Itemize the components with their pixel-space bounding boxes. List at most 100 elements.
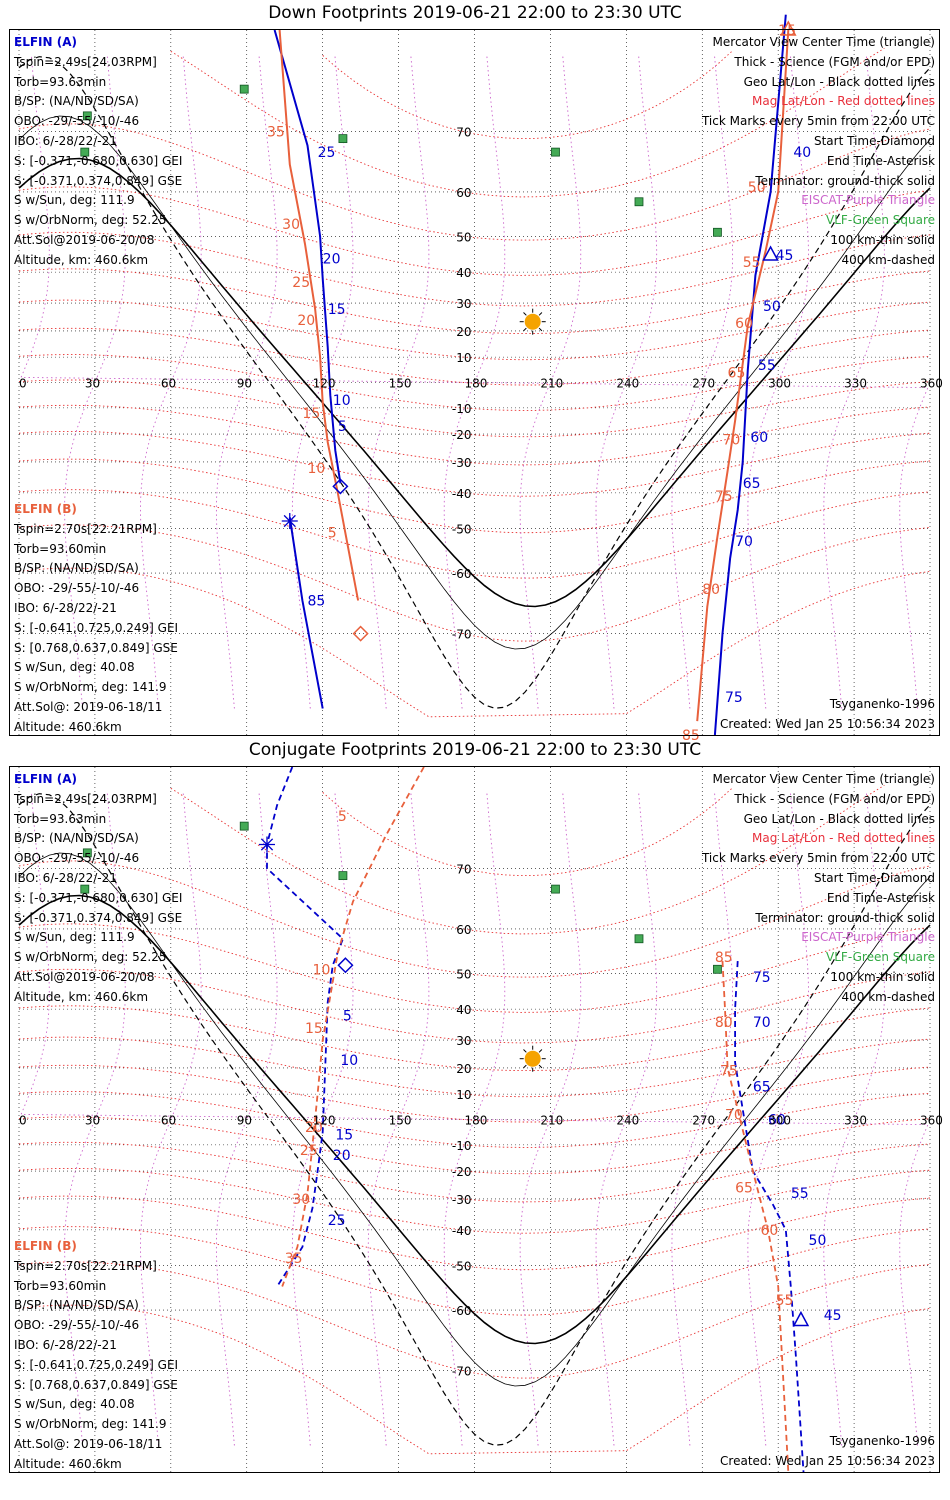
info-line: S: [0.768,0.637,0.849] GSE [14, 1377, 178, 1392]
legend-item: 100 km-thin solid [830, 969, 935, 984]
track-tick-label: 85 [307, 593, 325, 609]
info-line: Torb=93.60min [14, 1278, 107, 1293]
track-tick-label: 10 [307, 461, 325, 477]
info-line: S w/Sun, deg: 40.08 [14, 1397, 135, 1412]
conjugate-footprints-panel: Conjugate Footprints 2019-06-21 22:00 to… [0, 737, 950, 1487]
sun-ray [523, 1064, 527, 1069]
info-line: Torb=93.63min [14, 74, 107, 89]
panel-title: Down Footprints 2019-06-21 22:00 to 23:3… [268, 3, 682, 23]
longitude-tick-label: 240 [616, 377, 639, 391]
track-tick-label: 40 [793, 145, 811, 161]
legend-item: Terminator: ground-thick solid [755, 173, 935, 188]
info-line: S w/Sun, deg: 40.08 [14, 660, 135, 675]
elfin-b-info: ELFIN (B) Tspin=2.70s[22.21RPM] Torb=93.… [14, 500, 178, 738]
mag-latitude-line [18, 1195, 931, 1271]
latitude-tick-label: -50 [452, 1260, 472, 1274]
track-tick-label: 15 [328, 302, 346, 318]
track-tick-label: 70 [735, 534, 753, 550]
longitude-tick-label: 0 [19, 1114, 27, 1128]
legend-item: End Time-Asterisk [826, 890, 935, 905]
mag-meridian-line [671, 793, 734, 1446]
info-line: IBO: 6/-28/22/-21 [14, 870, 117, 885]
legend-item: Mag Lat/Lon - Red dotted lines [751, 831, 935, 846]
mag-meridian-line [519, 56, 582, 709]
track-tick-label: 65 [735, 1181, 753, 1197]
legend-item: Geo Lat/Lon - Black dotted lines [743, 811, 935, 826]
mag-meridian-line [20, 56, 929, 709]
mag-latitude-line [18, 186, 931, 276]
mag-latitude-line [18, 404, 931, 466]
longitude-tick-label: 210 [540, 377, 563, 391]
mag-meridian-line [823, 56, 885, 709]
vlf-site-marker [82, 848, 92, 858]
plot-frame [9, 29, 940, 736]
vlf-site-marker [239, 821, 249, 831]
legend-item: Start Time-Diamond [813, 133, 935, 148]
mag-latitude-line [18, 524, 931, 642]
track-tick-label: 65 [753, 1079, 771, 1095]
latitude-tick-label: 70 [456, 125, 471, 139]
legend-item: EISCAT-Purple Triangle [801, 930, 935, 945]
elfin-a-header: ELFIN (A) [14, 772, 77, 786]
info-line: Altitude: 460.6km [14, 1456, 122, 1471]
mag-latitude-line [18, 1141, 931, 1203]
vlf-site-marker [80, 147, 90, 157]
track-tick-label: 55 [743, 255, 761, 271]
latitude-tick-label: 40 [456, 266, 471, 280]
mag-latitude-line [18, 1167, 931, 1234]
terminator-100km [18, 852, 931, 1387]
mag-meridian-line [64, 56, 126, 709]
legend-item: 100 km-thin solid [830, 232, 935, 247]
track-tick-label: 25 [300, 1143, 318, 1159]
info-line: B/SP: (NA/ND/SD/SA) [14, 831, 139, 846]
longitude-tick-label: 60 [161, 1114, 176, 1128]
track-tick-label: 35 [267, 124, 285, 140]
legend-item: Mercator View Center Time (triangle) [712, 772, 935, 786]
plot-frame [9, 766, 940, 1473]
track-tick-label: 20 [333, 1148, 351, 1164]
terminator-400km [18, 56, 931, 709]
latitude-tick-label: -30 [452, 456, 472, 470]
mag-latitude-line [18, 489, 931, 579]
sun-ray [538, 327, 543, 332]
latitude-tick-label: -10 [452, 402, 472, 416]
info-line: Att.Sol@2019-06-20/08 [14, 232, 155, 247]
track-tick-label: 85 [715, 950, 733, 966]
info-line: Att.Sol@: 2019-06-18/11 [14, 1436, 163, 1451]
info-line: S: [-0.371,0.374,0.849] GSE [14, 910, 183, 925]
mag-latitude-line [18, 1116, 931, 1175]
info-line: B/SP: (NA/ND/SD/SA) [14, 94, 139, 109]
mag-latitude-line [18, 327, 931, 386]
info-line: S: [-0.641,0.725,0.249] GEI [14, 1357, 179, 1372]
track-tick-label: 10 [313, 962, 331, 978]
legend-item: 400 km-dashed [841, 989, 935, 1004]
info-line: Torb=93.63min [14, 811, 107, 826]
track-tick-label: 25 [318, 145, 336, 161]
mag-latitude-line [18, 231, 931, 307]
info-line: IBO: 6/-28/22/-21 [14, 600, 117, 615]
info-line: OBO: -29/-55/-10/-46 [14, 1318, 140, 1333]
info-line: Altitude: 460.6km [14, 719, 122, 734]
latitude-tick-label: 30 [456, 1034, 471, 1048]
latitude-tick-label: 50 [456, 230, 471, 244]
elfin-b-info: ELFIN (B) Tspin=2.70s[22.21RPM] Torb=93.… [14, 1237, 178, 1475]
longitude-tick-label: 120 [313, 377, 336, 391]
track-tick-label: 50 [809, 1233, 827, 1249]
info-line: Tspin=2.49s[24.03RPM] [14, 54, 157, 69]
latitude-tick-label: 30 [456, 297, 471, 311]
legend: Mercator View Center Time (triangle) Thic… [702, 33, 935, 271]
legend-item: 400 km-dashed [841, 252, 935, 267]
mag-latitude-line [322, 787, 733, 877]
end-time-asterisk [260, 838, 274, 851]
track-tick-label: 10 [340, 1053, 358, 1069]
latitude-tick-label: 20 [456, 1062, 471, 1076]
legend-item: Geo Lat/Lon - Black dotted lines [743, 74, 935, 89]
track-tick-label: 20 [305, 1120, 323, 1136]
track-tick-label: 75 [753, 970, 771, 986]
latitude-tick-label: -40 [452, 487, 472, 501]
vlf-site-marker [338, 134, 348, 144]
vlf-site-marker [82, 111, 92, 121]
mag-latitude-line [18, 968, 931, 1044]
down-footprints-panel: Down Footprints 2019-06-21 22:00 to 23:3… [9, 3, 943, 744]
footprint-track [288, 517, 324, 709]
